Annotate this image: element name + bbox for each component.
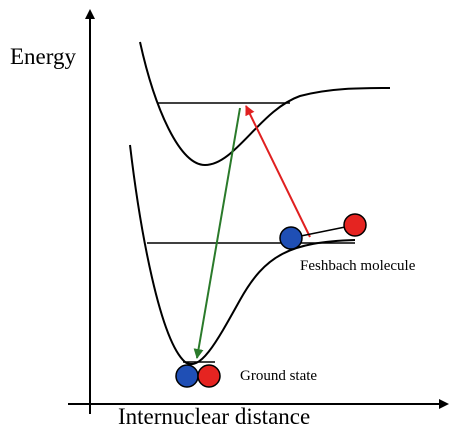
atom-red bbox=[343, 213, 367, 237]
y-axis-label: Energy bbox=[10, 44, 77, 69]
atom-red bbox=[197, 364, 221, 388]
ground-label: Ground state bbox=[240, 368, 317, 384]
deexcitation-arrow bbox=[193, 107, 241, 359]
ground-potential bbox=[129, 144, 356, 365]
excitation-arrow bbox=[245, 105, 311, 238]
excited-potential bbox=[139, 41, 391, 167]
feshbach-label: Feshbach molecule bbox=[300, 258, 416, 274]
x-axis-label: Internuclear distance bbox=[118, 404, 310, 429]
atom-blue bbox=[175, 364, 199, 388]
atom-blue bbox=[279, 226, 303, 250]
